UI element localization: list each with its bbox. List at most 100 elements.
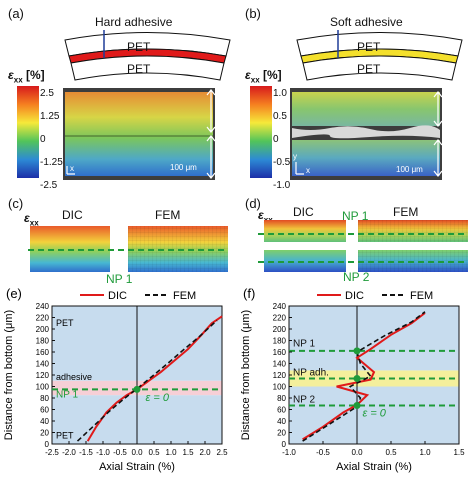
x-tick-label: -2.5 <box>45 448 59 457</box>
x-axis-label: Axial Strain (%) <box>99 461 175 473</box>
x-tick-label: -1.0 <box>282 448 296 457</box>
annotation-zero-strain: ε = 0 <box>362 407 386 419</box>
panel-b-colorbar <box>250 86 272 178</box>
panel-a-thickness-arrows <box>206 89 216 179</box>
chart-f: (f) DIC FEM -1.0 -0.5 0.0 0.5 1.0 1.5 0 20 40 60 80 10… <box>240 286 465 473</box>
y-tick-label: 0 <box>282 440 287 449</box>
x-axis-label: Axial Strain (%) <box>336 461 412 473</box>
panel-b-pet-bottom: PET <box>357 62 381 76</box>
annotation-zero-strain: ε = 0 <box>146 392 170 404</box>
y-tick-label: 100 <box>36 383 50 392</box>
panel-d-strain-symbol: εxx <box>258 208 273 225</box>
y-tick-label: 100 <box>273 383 287 392</box>
panel-a-scalebar: 100 μm <box>170 163 197 172</box>
x-tick-label: 1.0 <box>419 448 431 457</box>
panel-a-title: Hard adhesive <box>95 15 173 29</box>
panel-label: (f) <box>243 286 255 301</box>
y-tick-label: 120 <box>36 371 50 380</box>
x-tick-label: -0.5 <box>316 448 330 457</box>
panel-d-label: (d) <box>245 196 261 211</box>
panel-a-dic-field <box>63 88 215 180</box>
panel-a-bilayer-diagram <box>64 30 231 81</box>
x-tick-label: 1.0 <box>165 448 177 457</box>
chart-e: (e) DIC FEM -2.5 -2.0 -1.5 -1.0 -0.5 0.0 0.5 1.0 1.… <box>3 286 228 473</box>
x-tick-label: -2.0 <box>62 448 76 457</box>
series-fem-line <box>76 319 218 442</box>
region-0 <box>289 386 459 444</box>
y-tick-label: 180 <box>36 337 50 346</box>
y-tick-label: 140 <box>273 360 287 369</box>
legend-dic-label: DIC <box>108 290 127 302</box>
panel-b-scalebar: 100 μm <box>396 165 423 174</box>
region-2 <box>289 306 459 371</box>
x-tick-label: -1.5 <box>79 448 93 457</box>
annotation-np-adh: NP adh. <box>293 368 329 379</box>
panel-b-thickness-arrows <box>433 91 443 177</box>
y-tick-label: 220 <box>36 314 50 323</box>
x-tick-label: 0.5 <box>385 448 397 457</box>
legend-fem-label: FEM <box>410 290 433 302</box>
annotation-pet-bottom: PET <box>56 430 74 440</box>
panel-b-dic-field <box>290 88 442 180</box>
panel-d-np1-label: NP 1 <box>342 209 369 223</box>
neutral-point-marker-0 <box>353 347 361 355</box>
neutral-point-marker-1 <box>353 374 361 382</box>
y-tick-label: 80 <box>277 394 286 403</box>
y-tick-label: 40 <box>40 417 49 426</box>
y-tick-label: 140 <box>36 360 50 369</box>
panel-a-colorbar <box>17 86 39 178</box>
y-tick-label: 200 <box>273 325 287 334</box>
x-tick-label: 0.5 <box>148 448 160 457</box>
neutral-point-marker-2 <box>353 401 361 409</box>
panel-a-colorbar-ticks: 2.5 1.25 0 -1.25 -2.5 <box>40 88 63 191</box>
y-tick-label: 200 <box>36 325 50 334</box>
panel-label: (e) <box>6 286 22 301</box>
annotation-pet-top: PET <box>56 318 74 328</box>
y-tick-label: 20 <box>40 429 49 438</box>
x-tick-label: 0.0 <box>131 448 143 457</box>
y-tick-label: 240 <box>36 302 50 311</box>
panel-d-dic-title: DIC <box>293 205 314 219</box>
y-tick-label: 40 <box>277 417 286 426</box>
x-tick-label: 2.5 <box>216 448 228 457</box>
y-tick-label: 240 <box>273 302 287 311</box>
y-tick-label: 20 <box>277 429 286 438</box>
panel-c-fem-title: FEM <box>155 208 181 222</box>
y-tick-label: 160 <box>273 348 287 357</box>
neutral-point-marker <box>133 385 141 393</box>
panel-b-axis-y: y <box>293 152 297 161</box>
x-tick-label: 2.0 <box>199 448 211 457</box>
panel-b-axis-x: x <box>306 166 310 175</box>
y-tick-label: 120 <box>273 371 287 380</box>
panel-a-pet-bottom: PET <box>127 62 151 76</box>
annotation-np1: NP 1 <box>293 338 315 349</box>
y-tick-label: 60 <box>40 406 49 415</box>
series-dic-line <box>302 312 426 441</box>
x-tick-label: 0.0 <box>351 448 363 457</box>
y-tick-label: 220 <box>273 314 287 323</box>
panel-b-colorbar-ticks: 1.0 0.5 0 -0.5 -1.0 <box>273 88 291 191</box>
y-tick-label: 80 <box>40 394 49 403</box>
x-tick-label: 1.5 <box>182 448 194 457</box>
y-tick-label: 180 <box>273 337 287 346</box>
panel-d-fem-title: FEM <box>393 205 419 219</box>
legend-dic-label: DIC <box>345 290 364 302</box>
y-tick-label: 0 <box>45 440 50 449</box>
panel-c-label: (c) <box>8 196 24 211</box>
y-axis-label: Distance from bottom (μm) <box>3 310 15 440</box>
y-axis-label: Distance from bottom (μm) <box>240 310 252 440</box>
panel-c-strain-maps <box>28 226 228 272</box>
panel-b-pet-top: PET <box>357 40 381 54</box>
panel-b-title: Soft adhesive <box>330 15 403 29</box>
panel-b-bilayer-diagram <box>296 30 463 81</box>
annotation-adhesive: adhesive <box>56 372 92 382</box>
panel-c-np1-label: NP 1 <box>106 272 133 286</box>
panel-c-strain-symbol: εxx <box>24 211 39 228</box>
panel-a-pet-top: PET <box>127 40 151 54</box>
panel-b-colorbar-label: εxx [%] <box>245 68 282 85</box>
panel-a-label: (a) <box>8 6 24 21</box>
y-tick-label: 160 <box>36 348 50 357</box>
panel-b-label: (b) <box>245 6 261 21</box>
y-tick-label: 60 <box>277 406 286 415</box>
panel-c-dic-title: DIC <box>62 208 83 222</box>
